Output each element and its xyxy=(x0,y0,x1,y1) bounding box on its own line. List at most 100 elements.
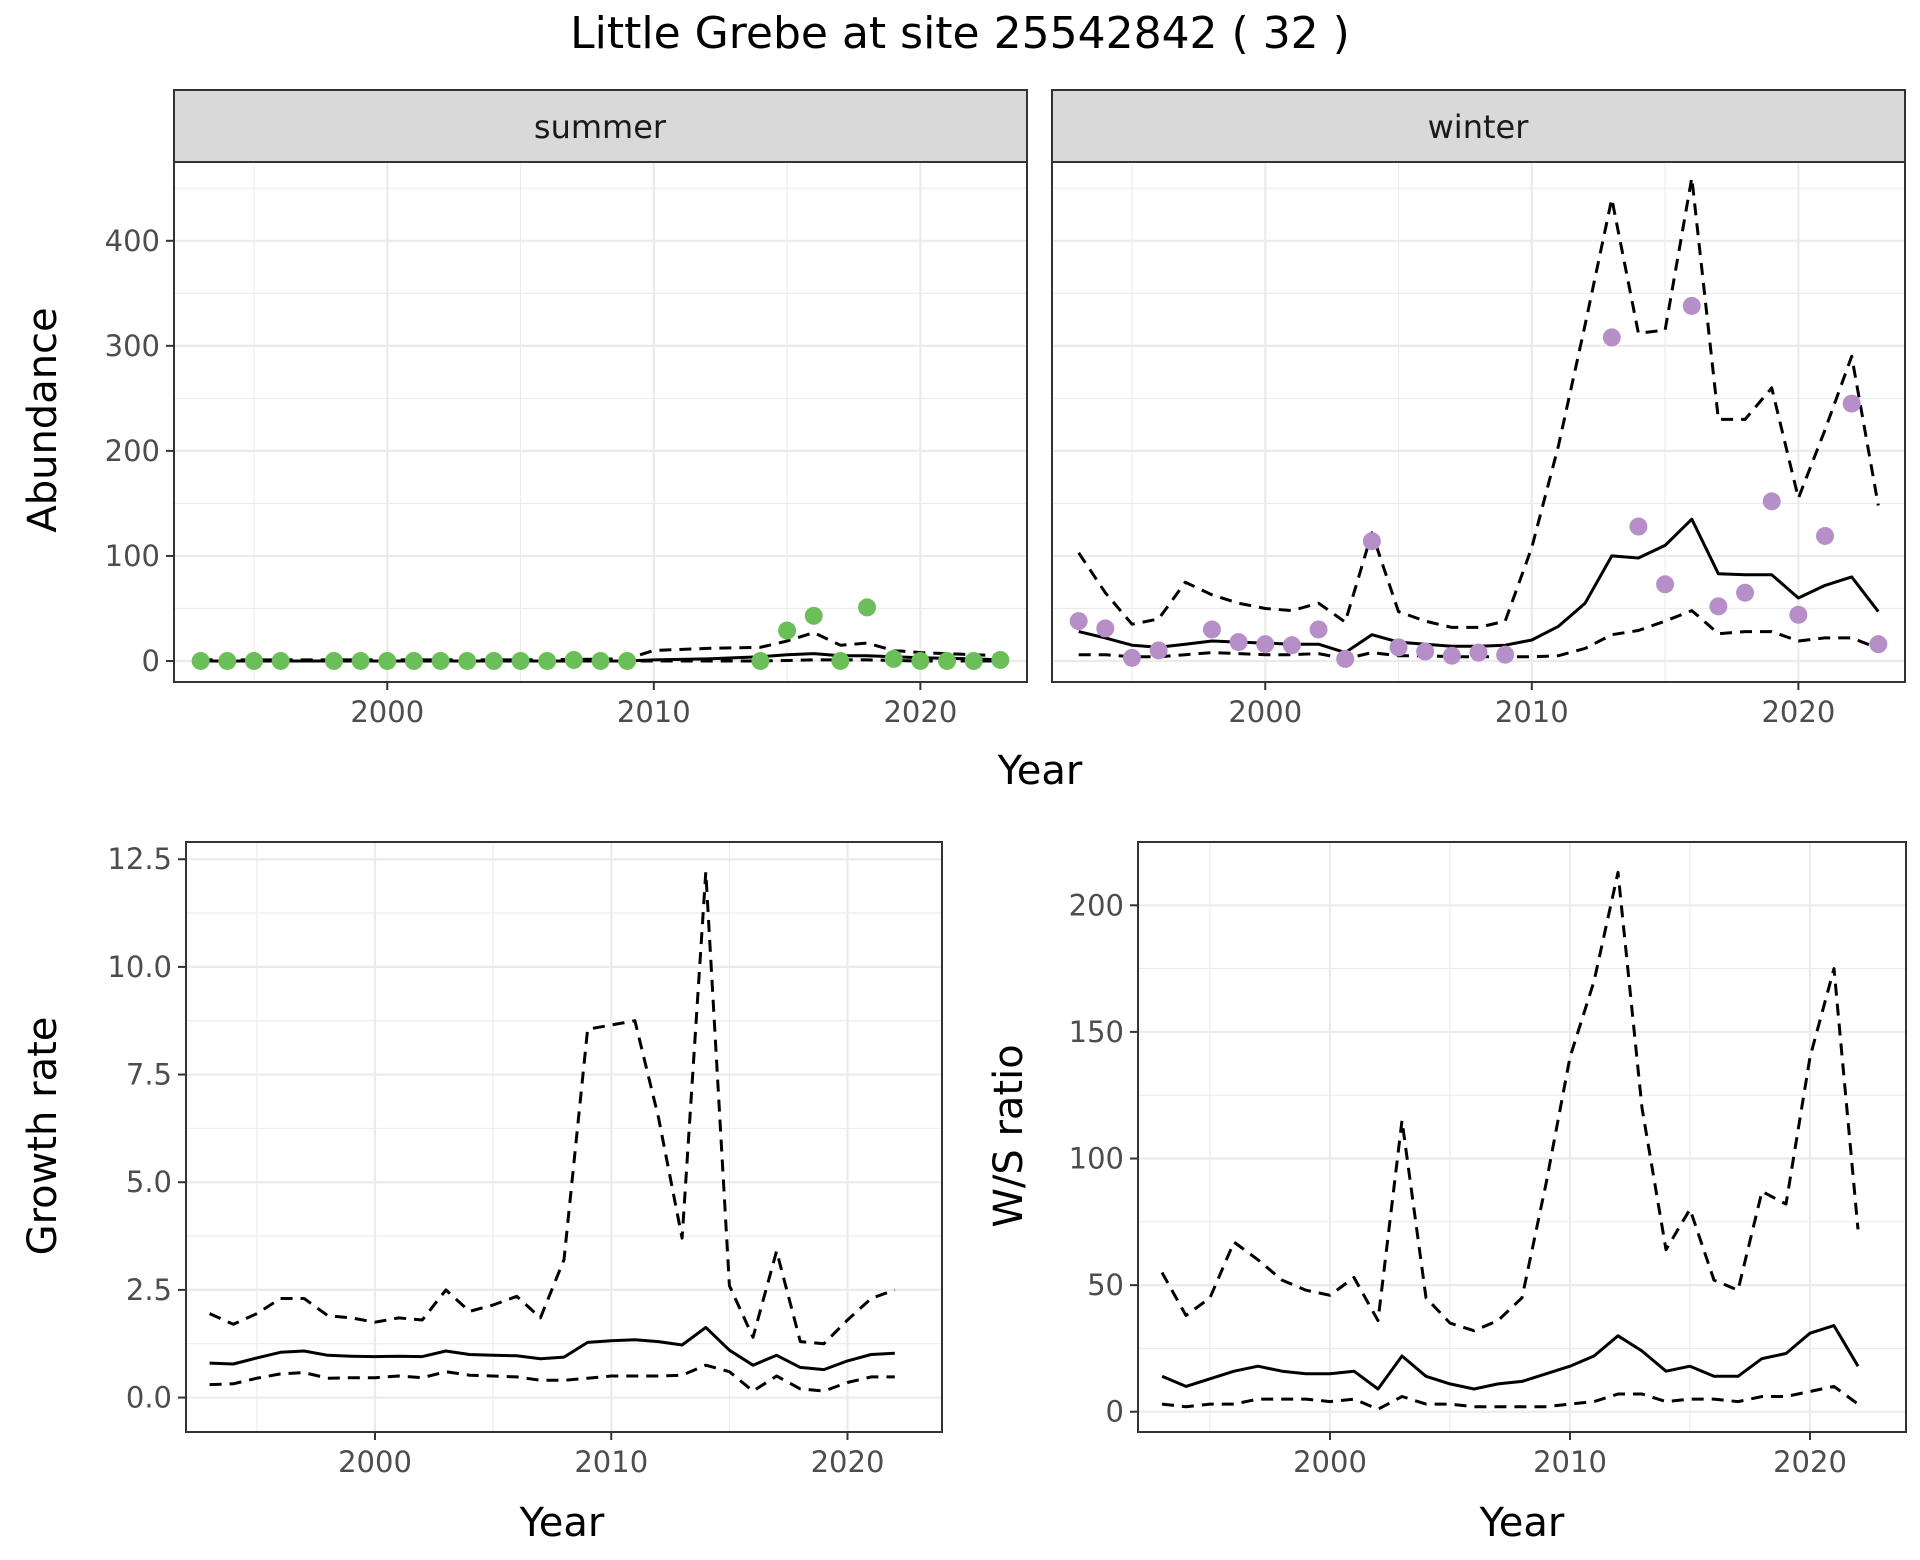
data-point xyxy=(1682,296,1701,315)
y-tick-label: 150 xyxy=(1069,1015,1124,1049)
data-point xyxy=(1416,642,1435,661)
summer-strip-label: summer xyxy=(534,108,667,146)
data-point xyxy=(271,651,290,670)
data-point xyxy=(1789,605,1808,624)
winter-strip xyxy=(1051,89,1906,163)
y-tick-label: 0 xyxy=(1106,1395,1124,1429)
x-tick-label: 2000 xyxy=(338,1445,412,1479)
data-point xyxy=(778,621,797,640)
y-tick-label: 10.0 xyxy=(107,950,172,984)
upper-line xyxy=(1077,176,1880,629)
upper-line xyxy=(1160,870,1860,1333)
data-point xyxy=(1629,517,1648,536)
panel-border xyxy=(1137,841,1907,1433)
y-tick-label: 100 xyxy=(105,539,160,573)
data-point xyxy=(1762,492,1781,511)
panel-border xyxy=(1051,161,1906,683)
growth-y-axis-title: Growth rate xyxy=(20,1017,66,1256)
data-point xyxy=(1469,643,1488,662)
x-tick-label: 2000 xyxy=(1228,695,1302,729)
x-tick-label: 2020 xyxy=(1773,1445,1847,1479)
data-point xyxy=(618,651,637,670)
data-point xyxy=(538,651,557,670)
y-tick-label: 400 xyxy=(105,224,160,258)
data-point xyxy=(1069,612,1088,631)
ws-y-axis-title: W/S ratio xyxy=(986,1044,1032,1227)
data-point xyxy=(804,606,823,625)
y-tick-label: 7.5 xyxy=(126,1058,172,1092)
data-point xyxy=(351,651,370,670)
data-point xyxy=(458,651,477,670)
summer-abundance-panel: 2000 2010 2020 0 100 200 300 400 xyxy=(105,161,1028,729)
ws-ratio-panel: 2000 2010 2020 0 50 100 150 200 xyxy=(1069,841,1907,1479)
y-tick-label: 100 xyxy=(1069,1142,1124,1176)
y-tick-label: 2.5 xyxy=(126,1273,172,1307)
estimate-line xyxy=(200,652,1001,663)
data-point xyxy=(218,651,237,670)
winter-strip-label: winter xyxy=(1428,108,1530,146)
growth-x-axis-title: Year xyxy=(519,1500,605,1546)
estimate-line xyxy=(1078,517,1880,655)
data-point xyxy=(1282,636,1301,655)
chart-title: Little Grebe at site 25542842 ( 32 ) xyxy=(570,8,1350,59)
lower-line xyxy=(209,1363,895,1393)
data-point xyxy=(431,651,450,670)
data-point xyxy=(591,651,610,670)
data-point xyxy=(1736,583,1755,602)
data-point xyxy=(1389,638,1408,657)
y-tick-label: 12.5 xyxy=(107,842,172,876)
x-tick-label: 2010 xyxy=(574,1445,648,1479)
data-point xyxy=(1202,620,1221,639)
x-tick-label: 2010 xyxy=(1495,695,1569,729)
data-point xyxy=(378,651,397,670)
data-point xyxy=(911,651,930,670)
lower-line xyxy=(1161,1384,1859,1411)
data-point xyxy=(1362,532,1381,551)
panel-border xyxy=(185,841,943,1433)
abundance-y-axis-title: Abundance xyxy=(20,307,66,532)
x-tick-label: 2020 xyxy=(1761,695,1835,729)
data-point xyxy=(1816,526,1835,545)
data-point xyxy=(1709,597,1728,616)
y-tick-label: 200 xyxy=(105,434,160,468)
y-tick-label: 0.0 xyxy=(126,1381,172,1415)
x-tick-label: 2000 xyxy=(1293,1445,1367,1479)
growth-rate-panel: 2000 2010 2020 0.0 2.5 5.0 7.5 10.0 12.5 xyxy=(107,841,943,1479)
data-point xyxy=(1229,633,1248,652)
data-point xyxy=(1656,575,1675,594)
data-point xyxy=(1442,646,1461,665)
data-point xyxy=(1602,328,1621,347)
data-point xyxy=(1309,620,1328,639)
top-x-axis-title: Year xyxy=(997,748,1083,794)
data-point xyxy=(1256,635,1275,654)
data-point xyxy=(511,651,530,670)
x-tick-label: 2020 xyxy=(883,695,957,729)
winter-abundance-panel: 2000 2010 2020 xyxy=(1051,161,1906,729)
data-point xyxy=(564,650,583,669)
data-point xyxy=(1122,648,1141,667)
summer-strip xyxy=(173,89,1028,163)
x-tick-label: 2020 xyxy=(811,1445,885,1479)
data-point xyxy=(244,651,263,670)
data-point xyxy=(1842,394,1861,413)
panel-border xyxy=(173,161,1028,683)
x-tick-label: 2010 xyxy=(617,695,691,729)
data-point xyxy=(1336,649,1355,668)
y-tick-label: 300 xyxy=(105,329,160,363)
data-point xyxy=(324,651,343,670)
estimate-line xyxy=(209,1325,895,1372)
y-tick-label: 200 xyxy=(1069,888,1124,922)
data-point xyxy=(884,649,903,668)
data-point xyxy=(1149,641,1168,660)
x-tick-label: 2010 xyxy=(1533,1445,1607,1479)
data-point xyxy=(1096,619,1115,638)
data-point xyxy=(484,651,503,670)
data-point xyxy=(858,598,877,617)
x-tick-label: 2000 xyxy=(350,695,424,729)
data-point xyxy=(1869,635,1888,654)
data-point xyxy=(404,651,423,670)
ws-x-axis-title: Year xyxy=(1479,1500,1565,1546)
data-point xyxy=(964,651,983,670)
data-point xyxy=(991,650,1010,669)
data-point xyxy=(191,651,210,670)
